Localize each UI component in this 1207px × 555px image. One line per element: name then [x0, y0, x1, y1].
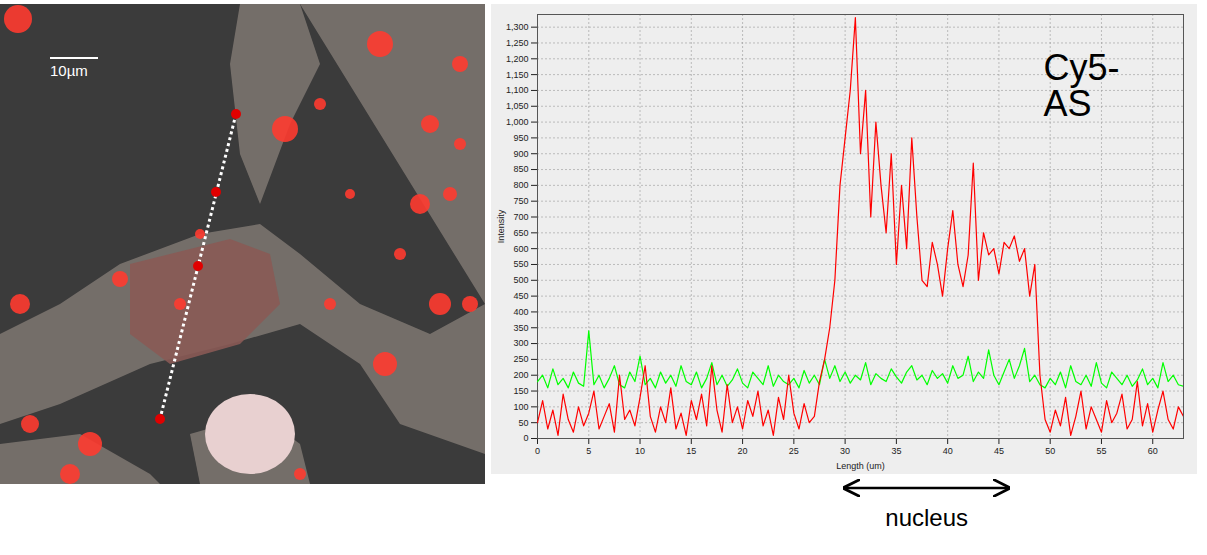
svg-text:35: 35: [891, 446, 901, 456]
svg-text:Cy5-AS: Cy5-AS: [1044, 47, 1120, 124]
svg-text:1,000: 1,000: [506, 117, 529, 127]
svg-text:550: 550: [513, 259, 528, 269]
svg-text:850: 850: [513, 164, 528, 174]
svg-text:450: 450: [513, 291, 528, 301]
svg-text:100: 100: [513, 402, 528, 412]
svg-text:10: 10: [635, 446, 645, 456]
svg-text:15: 15: [686, 446, 696, 456]
svg-text:0: 0: [535, 446, 540, 456]
svg-text:40: 40: [943, 446, 953, 456]
svg-text:700: 700: [513, 212, 528, 222]
svg-text:400: 400: [513, 307, 528, 317]
svg-text:60: 60: [1148, 446, 1158, 456]
svg-text:250: 250: [513, 354, 528, 364]
svg-text:500: 500: [513, 275, 528, 285]
svg-text:1,050: 1,050: [506, 101, 529, 111]
svg-text:1,250: 1,250: [506, 38, 529, 48]
svg-text:350: 350: [513, 323, 528, 333]
svg-text:45: 45: [994, 446, 1004, 456]
svg-text:200: 200: [513, 370, 528, 380]
svg-text:300: 300: [513, 338, 528, 348]
svg-text:55: 55: [1096, 446, 1106, 456]
svg-text:1,200: 1,200: [506, 54, 529, 64]
svg-text:1,100: 1,100: [506, 85, 529, 95]
svg-text:600: 600: [513, 244, 528, 254]
svg-text:25: 25: [789, 446, 799, 456]
svg-text:30: 30: [840, 446, 850, 456]
svg-text:800: 800: [513, 180, 528, 190]
svg-text:1,150: 1,150: [506, 69, 529, 79]
svg-text:900: 900: [513, 149, 528, 159]
svg-text:1,300: 1,300: [506, 22, 529, 32]
svg-text:150: 150: [513, 386, 528, 396]
svg-text:20: 20: [738, 446, 748, 456]
svg-text:5: 5: [586, 446, 591, 456]
svg-text:50: 50: [518, 418, 528, 428]
svg-text:950: 950: [513, 133, 528, 143]
svg-text:0: 0: [523, 433, 528, 443]
svg-text:650: 650: [513, 228, 528, 238]
svg-text:Length (um): Length (um): [836, 461, 885, 471]
svg-text:nucleus: nucleus: [885, 504, 968, 531]
svg-text:750: 750: [513, 196, 528, 206]
svg-text:50: 50: [1045, 446, 1055, 456]
svg-text:10µm: 10µm: [50, 62, 88, 79]
svg-text:Intensity: Intensity: [496, 209, 506, 243]
